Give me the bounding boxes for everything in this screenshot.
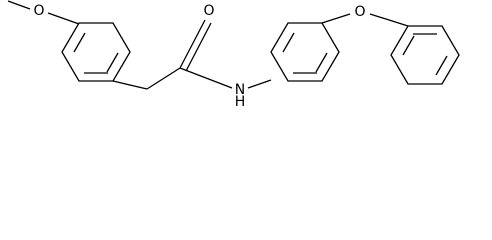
aromatic-bond	[106, 52, 119, 73]
bonds	[7, 0, 460, 90]
carbonyl-bond	[179, 19, 206, 69]
atom-label: O	[33, 3, 44, 19]
ring-middle	[270, 22, 340, 82]
molecule-diagram: O O N H O	[7, 0, 460, 108]
ch2-bond	[112, 80, 148, 90]
atom-label: O	[354, 4, 365, 20]
aromatic-bond	[435, 55, 448, 76]
ch2-bond	[146, 67, 181, 90]
amine-bond	[247, 79, 272, 89]
ring-left	[61, 22, 131, 82]
atom-label: O	[203, 3, 214, 19]
atom-label: H	[235, 94, 246, 108]
atom-label: N	[235, 82, 245, 98]
methoxy-bond	[47, 12, 80, 25]
methyl-bond	[7, 0, 31, 10]
aromatic-bond	[315, 52, 328, 73]
carbonyl-bond	[185, 22, 212, 72]
aromatic-bond	[73, 32, 86, 53]
aromatic-bond	[402, 35, 415, 56]
ether-bond	[321, 13, 351, 24]
amide-bond	[179, 67, 233, 89]
ether-bond	[369, 13, 409, 27]
ring-right	[390, 25, 460, 85]
aromatic-bond	[282, 32, 295, 53]
